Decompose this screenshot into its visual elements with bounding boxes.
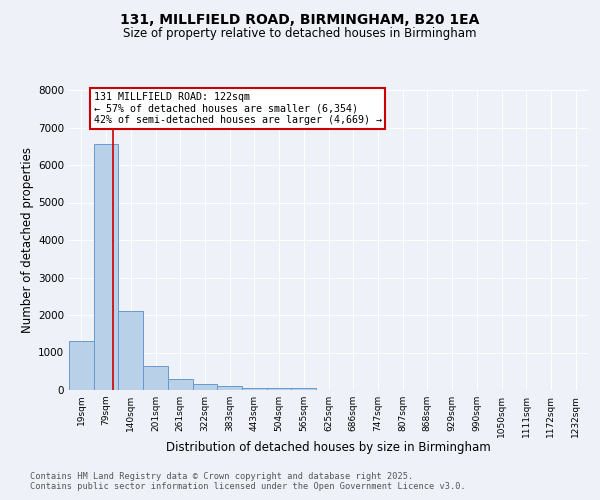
Text: Contains public sector information licensed under the Open Government Licence v3: Contains public sector information licen… <box>30 482 466 491</box>
Text: Size of property relative to detached houses in Birmingham: Size of property relative to detached ho… <box>123 28 477 40</box>
Bar <box>242 388 267 390</box>
Y-axis label: Number of detached properties: Number of detached properties <box>21 147 34 333</box>
Bar <box>143 366 168 390</box>
Bar <box>168 379 193 390</box>
Bar <box>267 388 292 390</box>
Bar <box>292 388 316 390</box>
Bar <box>69 341 94 390</box>
Text: Contains HM Land Registry data © Crown copyright and database right 2025.: Contains HM Land Registry data © Crown c… <box>30 472 413 481</box>
Bar <box>193 384 217 390</box>
Text: 131, MILLFIELD ROAD, BIRMINGHAM, B20 1EA: 131, MILLFIELD ROAD, BIRMINGHAM, B20 1EA <box>121 12 479 26</box>
Bar <box>118 311 143 390</box>
Bar <box>94 144 118 390</box>
Text: 131 MILLFIELD ROAD: 122sqm
← 57% of detached houses are smaller (6,354)
42% of s: 131 MILLFIELD ROAD: 122sqm ← 57% of deta… <box>94 92 382 125</box>
X-axis label: Distribution of detached houses by size in Birmingham: Distribution of detached houses by size … <box>166 441 491 454</box>
Bar <box>217 386 242 390</box>
